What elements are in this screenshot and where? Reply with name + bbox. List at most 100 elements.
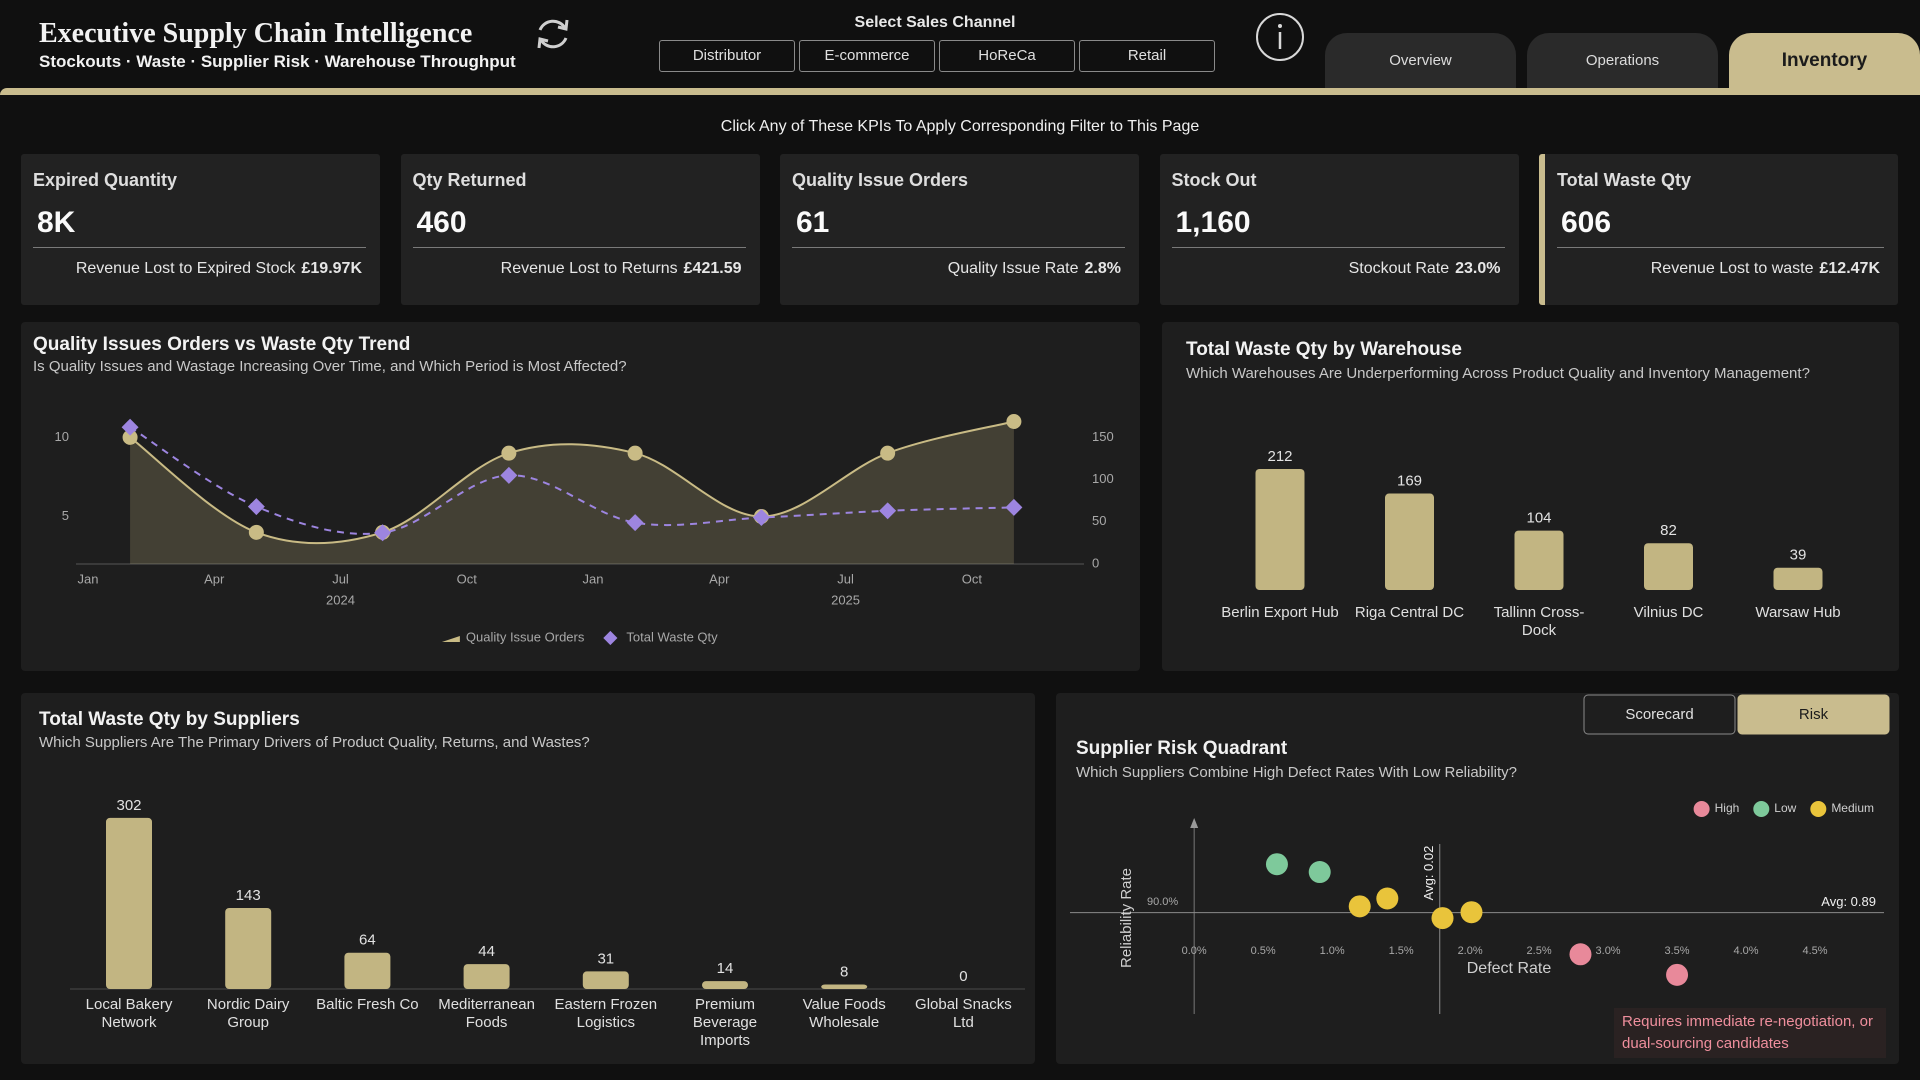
trend-panel: Quality Issues Orders vs Waste Qty Trend… bbox=[21, 322, 1140, 671]
chart-subtitle: Which Warehouses Are Underperforming Acr… bbox=[1186, 365, 1810, 382]
scatter-point bbox=[1666, 963, 1689, 986]
x-tick-label: Jan bbox=[78, 571, 99, 586]
scatter-point bbox=[1308, 861, 1331, 884]
kpi-label: Expired Quantity bbox=[33, 170, 178, 190]
kpi-value: 1,160 bbox=[1175, 206, 1251, 239]
x-tick-label: 3.5% bbox=[1665, 945, 1690, 957]
refresh-arc bbox=[538, 19, 567, 31]
kpi-note-value: 23.0% bbox=[1455, 260, 1501, 277]
bar-value-label: 104 bbox=[1526, 510, 1551, 527]
bar-value-label: 169 bbox=[1397, 472, 1422, 489]
y2-tick-label: 100 bbox=[1092, 471, 1114, 486]
kpi-note-label: Revenue Lost to Returns bbox=[500, 260, 678, 277]
category-label-box: Value Foods Wholesale bbox=[802, 996, 886, 1031]
x-tick-label: 4.0% bbox=[1733, 945, 1758, 957]
x-tick-label: Jan bbox=[583, 571, 604, 586]
chart-subtitle: Which Suppliers Are The Primary Drivers … bbox=[39, 734, 590, 751]
point-marker bbox=[248, 524, 264, 540]
chart-subtitle: Which Suppliers Combine High Defect Rate… bbox=[1076, 764, 1517, 781]
kpi-separator bbox=[1171, 247, 1505, 248]
refresh-icon[interactable] bbox=[533, 14, 573, 54]
channel-button[interactable]: Retail bbox=[1079, 40, 1215, 72]
average-label: Avg: 0.02 bbox=[1421, 846, 1436, 901]
refresh-arc bbox=[539, 37, 568, 49]
kpi-card[interactable]: Stock Out 1,160 Stockout Rate 23.0% bbox=[1159, 154, 1519, 305]
x-tick-label: Jul bbox=[837, 571, 854, 586]
kpi-note-value: £421.59 bbox=[683, 260, 742, 277]
chart-subtitle: Is Quality Issues and Wastage Increasing… bbox=[33, 358, 627, 375]
bar-value-label: 39 bbox=[1790, 547, 1807, 564]
category-label-box: Berlin Export Hub bbox=[1221, 604, 1339, 621]
kpi-card[interactable]: Qty Returned 460 Revenue Lost to Returns £4… bbox=[400, 154, 760, 305]
page-tabs: Overview Operations Inventory bbox=[1325, 33, 1920, 88]
chart-title: Quality Issues Orders vs Waste Qty Trend bbox=[33, 334, 410, 355]
warehouse-panel: Total Waste Qty by Warehouse Which Wareho… bbox=[1162, 322, 1899, 671]
page-tab[interactable]: Operations bbox=[1527, 33, 1718, 88]
channel-button[interactable]: HoReCa bbox=[939, 40, 1075, 72]
kpi-label: Qty Returned bbox=[412, 170, 527, 190]
bar-value-label: 14 bbox=[717, 960, 734, 977]
kpi-card[interactable]: Quality Issue Orders 61 Quality Issue Rate… bbox=[780, 154, 1139, 305]
annotation: Requires immediate re-negotiation, or du… bbox=[1614, 1008, 1886, 1058]
legend-label: Total Waste Qty bbox=[626, 629, 718, 644]
chart-title: Total Waste Qty by Suppliers bbox=[39, 709, 300, 730]
bar-value-label: 302 bbox=[116, 797, 141, 814]
toggle-button-label: Risk bbox=[1799, 706, 1829, 723]
kpi-value: 8K bbox=[37, 206, 76, 239]
point-marker bbox=[500, 466, 518, 484]
x-tick-label: Global Snacks Ltd bbox=[915, 996, 1012, 1031]
kpi-note-label: Quality Issue Rate bbox=[947, 260, 1079, 277]
kpi-card[interactable]: Expired Quantity 8K Revenue Lost to Expire… bbox=[21, 154, 380, 305]
x-axis-title: Defect Rate bbox=[1467, 960, 1552, 977]
risk-chart: Supplier Risk Quadrant Which Suppliers Co… bbox=[1070, 694, 1890, 1058]
category-label-box: Tallinn Cross-Dock bbox=[1494, 604, 1585, 639]
banner: Click Any of These KPIs To Apply Corresp… bbox=[720, 118, 1200, 135]
annotation-box: Requires immediate re-negotiation, or du… bbox=[1614, 1008, 1886, 1058]
refresh-arrow bbox=[557, 19, 569, 31]
point-marker bbox=[627, 445, 643, 461]
kpi-value: 61 bbox=[796, 206, 830, 239]
category-label-box: Baltic Fresh Co bbox=[316, 996, 419, 1013]
category-label-box: Warsaw Hub bbox=[1755, 604, 1840, 621]
dashboard-subtitle: Stockouts · Waste · Supplier Risk · Ware… bbox=[39, 52, 516, 71]
kpi-card[interactable]: Total Waste Qty 606 Revenue Lost to waste £… bbox=[1539, 154, 1898, 305]
scatter-point bbox=[1376, 887, 1399, 910]
category-label-box: Global Snacks Ltd bbox=[915, 996, 1012, 1031]
info-icon[interactable] bbox=[1254, 11, 1306, 63]
point-marker bbox=[122, 429, 138, 445]
category-label-box: Eastern Frozen Logistics bbox=[555, 996, 658, 1031]
channel-button[interactable]: E-commerce bbox=[799, 40, 935, 72]
x-tick-label: Value Foods Wholesale bbox=[802, 996, 886, 1031]
x-tick-label: 1.5% bbox=[1389, 945, 1414, 957]
y2-tick-label: 0 bbox=[1092, 555, 1099, 570]
page-tab[interactable]: Inventory bbox=[1729, 33, 1920, 88]
bar bbox=[1773, 567, 1823, 590]
channel-buttons: Distributor E-commerce HoReCa Retail bbox=[659, 40, 1215, 72]
info-circle bbox=[1256, 13, 1304, 61]
x-tick-label: Oct bbox=[962, 571, 983, 586]
average-label: Avg: 0.89 bbox=[1821, 894, 1876, 909]
bar bbox=[1255, 468, 1305, 590]
x-tick-label: Vilnius DC bbox=[1633, 604, 1704, 621]
bar-value-label: 82 bbox=[1660, 522, 1677, 539]
page-tab[interactable]: Overview bbox=[1325, 33, 1516, 88]
kpi-value: 460 bbox=[416, 206, 467, 239]
scatter-point bbox=[1569, 943, 1592, 966]
category-label-box: Vilnius DC bbox=[1633, 604, 1704, 621]
toggle-button[interactable] bbox=[1737, 694, 1890, 735]
series-line bbox=[129, 420, 1015, 545]
y2-tick-label: 150 bbox=[1092, 429, 1114, 444]
channel-button[interactable]: Distributor bbox=[659, 40, 795, 72]
y-axis-title: Reliability Rate bbox=[1118, 868, 1135, 968]
refresh-arrow bbox=[537, 37, 549, 49]
x-year-label: 2024 bbox=[326, 592, 355, 607]
legend-swatch bbox=[1810, 801, 1827, 817]
bar bbox=[821, 984, 868, 989]
toggle-button[interactable] bbox=[1583, 694, 1736, 735]
bar bbox=[344, 952, 391, 989]
x-year-label: 2025 bbox=[831, 592, 860, 607]
supplier-chart: Total Waste Qty by Suppliers Which Suppli… bbox=[39, 709, 1025, 1049]
legend-label: High bbox=[1715, 801, 1740, 815]
supplier-panel: Total Waste Qty by Suppliers Which Suppli… bbox=[21, 693, 1035, 1064]
